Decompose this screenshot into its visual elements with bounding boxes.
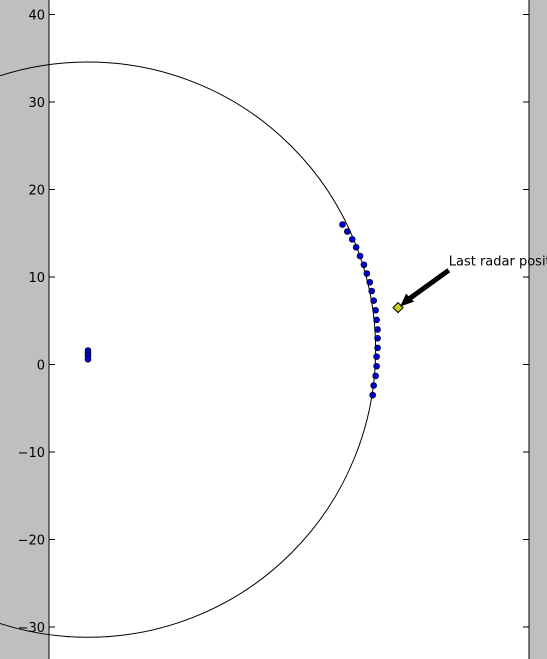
y-tick-label: 30 bbox=[28, 96, 45, 111]
radar-point bbox=[370, 392, 376, 398]
radar-point bbox=[349, 236, 355, 242]
y-tick-label: −10 bbox=[18, 446, 45, 461]
radar-point bbox=[361, 262, 367, 268]
radar-point bbox=[374, 354, 380, 360]
y-tick-label: −20 bbox=[18, 534, 45, 549]
radar-point bbox=[339, 222, 345, 228]
radar-point bbox=[375, 335, 381, 341]
radar-point bbox=[344, 229, 350, 235]
y-tick-label: 10 bbox=[28, 271, 45, 286]
radar-point bbox=[373, 373, 379, 379]
axes-background bbox=[49, 0, 529, 659]
y-tick-label: 20 bbox=[28, 184, 45, 199]
radar-point bbox=[374, 317, 380, 323]
radar-point bbox=[373, 307, 379, 313]
radar-point bbox=[371, 298, 377, 304]
radar-point bbox=[353, 244, 359, 250]
radar-point bbox=[357, 253, 363, 259]
annotation-label: Last radar position bbox=[449, 254, 547, 269]
radar-point bbox=[371, 383, 377, 389]
radar-point bbox=[364, 271, 370, 277]
y-tick-label: 0 bbox=[37, 359, 45, 374]
y-tick-label: 40 bbox=[28, 9, 45, 24]
radar-point bbox=[374, 363, 380, 369]
radar-point bbox=[367, 279, 373, 285]
radar-point bbox=[375, 327, 381, 333]
radar-point bbox=[85, 356, 91, 362]
radar-point bbox=[375, 345, 381, 351]
radar-point bbox=[369, 288, 375, 294]
